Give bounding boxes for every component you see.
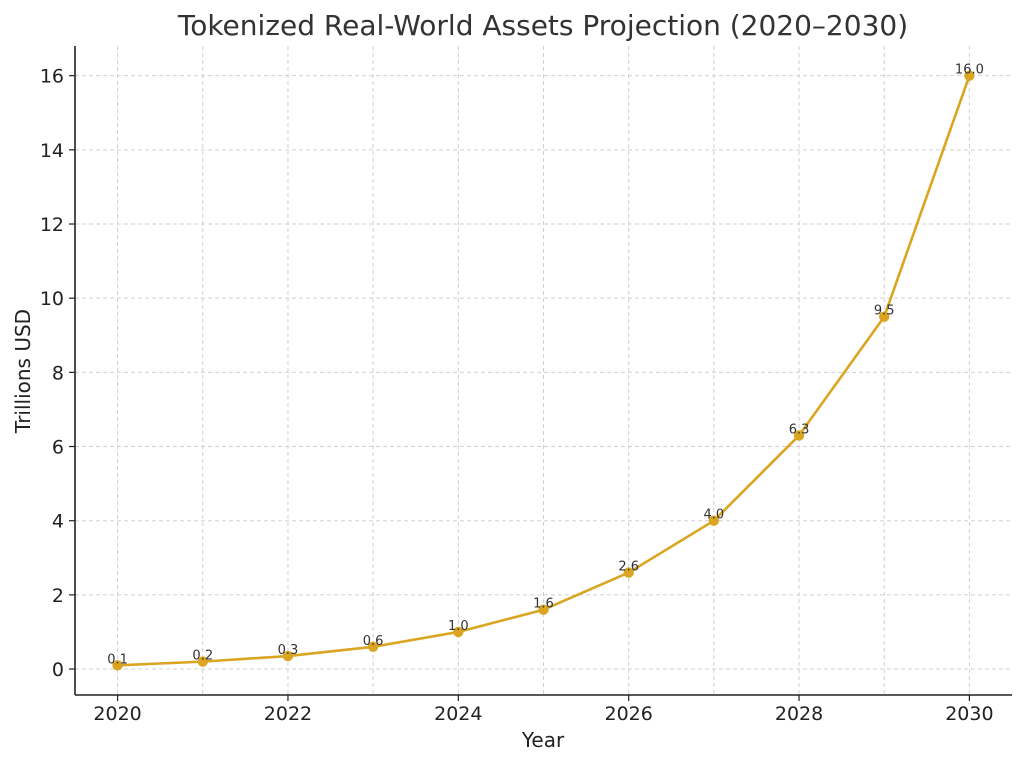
x-tick-label: 2024 bbox=[434, 703, 482, 725]
data-point bbox=[623, 567, 634, 578]
y-tick-label: 10 bbox=[40, 288, 64, 310]
data-point bbox=[197, 656, 208, 667]
data-label: 0.1 bbox=[107, 652, 128, 667]
y-tick-label: 2 bbox=[52, 585, 64, 607]
data-label: 16.0 bbox=[955, 63, 984, 78]
x-tick-label: 2030 bbox=[945, 703, 993, 725]
data-point bbox=[367, 641, 379, 652]
data-label: 0.3 bbox=[278, 643, 299, 658]
axes-layer: 2020 2022 2024 2026 2028 2030 0 2 4 6 8 10 12 14 16 bbox=[40, 46, 1012, 725]
data-point bbox=[793, 430, 805, 441]
grid-layer bbox=[75, 46, 1012, 695]
x-tick-label: 2020 bbox=[93, 703, 141, 725]
data-label: 0.2 bbox=[192, 649, 213, 664]
data-point bbox=[112, 660, 123, 671]
data-label: 1.6 bbox=[533, 597, 554, 612]
data-point bbox=[708, 515, 720, 526]
data-point bbox=[538, 604, 549, 615]
y-tick-label: 4 bbox=[52, 511, 64, 533]
data-label: 9.5 bbox=[874, 304, 895, 319]
data-point bbox=[282, 650, 294, 662]
y-axis-label: Trillions USD bbox=[11, 309, 35, 434]
y-tick-label: 0 bbox=[52, 659, 64, 681]
data-label: 2.6 bbox=[618, 560, 639, 575]
y-tick-label: 16 bbox=[40, 66, 64, 88]
y-tick-label: 6 bbox=[52, 437, 64, 459]
data-label: 4.0 bbox=[704, 508, 725, 523]
y-tick-label: 12 bbox=[40, 214, 64, 236]
y-tick-label: 8 bbox=[52, 362, 64, 384]
data-point bbox=[964, 70, 975, 81]
x-axis-label: Year bbox=[521, 728, 565, 752]
data-label: 1.0 bbox=[448, 619, 469, 634]
data-labels-layer: 0.1 0.2 0.3 0.6 1.0 1.6 2.6 4.0 6.3 9.5 16.0 bbox=[107, 63, 984, 668]
data-label: 0.6 bbox=[363, 634, 384, 649]
x-tick-label: 2022 bbox=[264, 703, 312, 725]
series-layer bbox=[112, 70, 975, 671]
y-tick-label: 14 bbox=[40, 140, 64, 162]
x-tick-label: 2026 bbox=[605, 703, 653, 725]
data-point bbox=[879, 311, 890, 322]
data-point bbox=[453, 626, 464, 638]
data-label: 6.3 bbox=[789, 422, 810, 437]
x-tick-label: 2028 bbox=[775, 703, 823, 725]
chart-title: Tokenized Real-World Assets Projection (… bbox=[177, 9, 908, 42]
